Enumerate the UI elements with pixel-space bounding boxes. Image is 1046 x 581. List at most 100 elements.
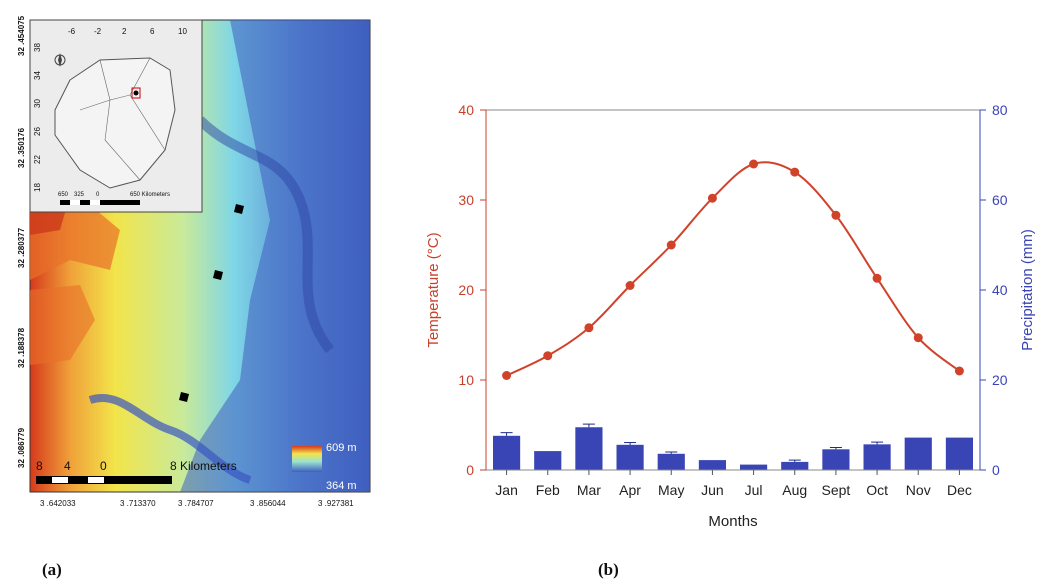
- inset-scale-labels: 650 325 0 650 Kilometers: [58, 192, 170, 198]
- error-bar: [582, 423, 595, 428]
- inset-study-dot: [133, 90, 139, 96]
- left-axis: 0 10 20 30 40: [458, 102, 487, 478]
- low-valley: [180, 20, 370, 492]
- temperature-point: [666, 240, 676, 250]
- river-channel: [88, 394, 252, 484]
- inset-scale-label: 650: [58, 192, 69, 198]
- inset-left-ticks: 38 34 30 26 22 18: [33, 43, 42, 192]
- x-tick-label: Sept: [822, 482, 851, 498]
- right-tick-label: 60: [992, 192, 1008, 208]
- x-axis-label: Months: [708, 513, 757, 530]
- precipitation-bar: [534, 451, 562, 470]
- inset-scale-label: 650 Kilometers: [130, 192, 170, 198]
- map-left-tick-label: 32 .086779: [17, 427, 26, 468]
- temperature-point: [831, 210, 841, 220]
- temperature-point: [625, 281, 635, 290]
- map-bottom-ticks: 3 .642033 3 .713370 3 .784707 3 .856044 3 .9…: [40, 499, 354, 508]
- scale-bar: [36, 476, 172, 484]
- x-tick-label: Jul: [745, 482, 763, 498]
- error-bar: [624, 442, 637, 445]
- precipitation-bar: [492, 435, 521, 470]
- temperature-point: [584, 323, 594, 333]
- temperature-point: [872, 273, 882, 283]
- map-left-tick-label: 32 .188378: [17, 327, 26, 368]
- temperature-points: [502, 159, 964, 380]
- temperature-point: [749, 159, 759, 169]
- precipitation-bar: [575, 427, 603, 470]
- temperature-point: [954, 366, 964, 376]
- elevation-legend-bar: [292, 446, 322, 472]
- chart-panel: 0 10 20 30 40 0 20 40 60 80 Jan Feb Mar Apr May Jun Ju…: [410, 0, 1046, 540]
- x-axis: Jan Feb Mar Apr May Jun Jul Aug Sept Oct Nov Dec: [495, 470, 972, 498]
- map-bottom-tick-label: 3 .927381: [318, 499, 354, 508]
- inset-scale-label: 325: [74, 192, 85, 198]
- temperature-point: [543, 351, 553, 361]
- precipitation-error-bars: [500, 423, 884, 462]
- temperature-point: [790, 167, 800, 177]
- inset-regions: [79, 57, 166, 181]
- map-bottom-tick-label: 3 .784707: [178, 499, 214, 508]
- left-tick-label: 40: [458, 102, 474, 118]
- x-tick-label: Jun: [701, 482, 724, 498]
- inset-left-tick-label: 34: [33, 71, 42, 80]
- caption-a: (a): [42, 560, 62, 579]
- precipitation-bars: [492, 427, 974, 470]
- x-tick-label: Oct: [866, 482, 888, 498]
- map-panel: -6 -2 2 6 10 38 34 30 26 22 18 650 325 0 650 Kilomet…: [0, 0, 400, 540]
- inset-study-area: [131, 87, 141, 99]
- precipitation-bar: [739, 464, 768, 470]
- scale-label: 0: [100, 459, 107, 473]
- inset-top-tick-label: 6: [150, 27, 155, 36]
- left-tick-label: 20: [458, 282, 474, 298]
- x-tick-label: Dec: [947, 482, 972, 498]
- inset-left-tick-label: 38: [33, 43, 42, 52]
- y-axis-right-label: Precipitation (mm): [1019, 229, 1036, 351]
- site-marker-3: [179, 392, 189, 402]
- inset-top-tick-label: -6: [68, 27, 76, 36]
- x-tick-label: Mar: [577, 482, 601, 498]
- x-tick-label: May: [658, 482, 684, 498]
- inset-country-outline: [54, 57, 176, 189]
- error-bar: [500, 432, 513, 436]
- map-left-tick-label: 32 .454075: [17, 15, 26, 56]
- inset-top-tick-label: 2: [122, 27, 127, 36]
- error-bar: [788, 459, 801, 462]
- left-tick-label: 10: [458, 372, 474, 388]
- caption-b: (b): [598, 560, 619, 579]
- map-bottom-tick-label: 3 .713370: [120, 499, 156, 508]
- right-axis: 0 20 40 60 80: [979, 102, 1008, 478]
- x-tick-label: Jan: [495, 482, 518, 498]
- map-bottom-tick-label: 3 .642033: [40, 499, 76, 508]
- x-tick-label: Feb: [536, 482, 560, 498]
- precipitation-bar: [616, 444, 644, 470]
- valley-channel-1: [196, 116, 334, 354]
- right-tick-label: 40: [992, 282, 1008, 298]
- inset-left-tick-label: 30: [33, 99, 42, 108]
- temperature-point: [707, 193, 717, 203]
- left-tick-label: 30: [458, 192, 474, 208]
- precipitation-bar: [781, 461, 809, 470]
- scale-label: 4: [64, 459, 71, 473]
- temperature-point: [502, 371, 512, 380]
- inset-north-arrow: [54, 53, 66, 67]
- y-axis-left-label: Temperature (°C): [425, 232, 442, 347]
- climate-chart: 0 10 20 30 40 0 20 40 60 80 Jan Feb Mar Apr May Jun Ju…: [425, 102, 1036, 530]
- right-tick-label: 80: [992, 102, 1008, 118]
- left-tick-label: 0: [466, 462, 474, 478]
- right-tick-label: 0: [992, 462, 1000, 478]
- map-bottom-tick-label: 3 .856044: [250, 499, 286, 508]
- map-left-tick-label: 32 .280377: [17, 227, 26, 268]
- inset-scale-bar: [60, 200, 140, 205]
- precipitation-bar: [863, 444, 891, 470]
- scale-labels: 8 4 0 8 Kilometers: [36, 459, 237, 473]
- site-marker-2: [213, 270, 223, 280]
- x-tick-label: Aug: [782, 482, 807, 498]
- temperature-line: [506, 161, 961, 377]
- error-bar: [829, 447, 842, 450]
- precipitation-bar: [698, 460, 727, 470]
- inset-top-ticks: -6 -2 2 6 10: [68, 27, 187, 36]
- map-left-ticks: 32 .454075 32 .350176 32 .280377 32 .188378…: [17, 15, 26, 468]
- precipitation-bar: [657, 453, 685, 470]
- inset-scale-label: 0: [96, 192, 100, 198]
